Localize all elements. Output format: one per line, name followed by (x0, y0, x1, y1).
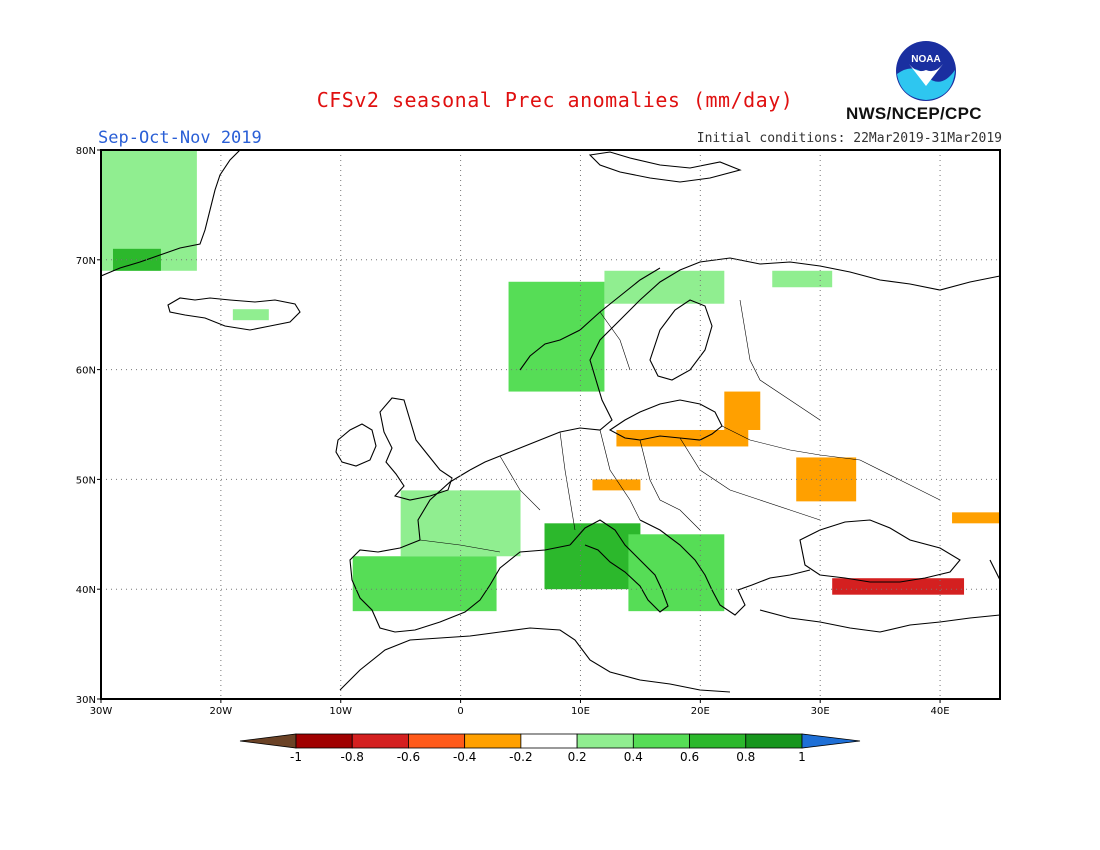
colorbar-arrow-high (801, 733, 861, 749)
colorbar-label: 1 (798, 750, 806, 764)
colorbar-label: 0.4 (624, 750, 643, 764)
noaa-logo-text: NOAA (911, 54, 940, 65)
initial-conditions-label: Initial conditions: 22Mar2019-31Mar2019 (696, 131, 1002, 146)
lat-tick-label: 50N (76, 475, 96, 486)
ireland-coast (335, 423, 377, 467)
colorbar-label: -0.2 (509, 750, 532, 764)
lon-tick-label: 10E (571, 706, 590, 717)
lat-tick-label: 30N (76, 695, 96, 706)
anomaly-patch (628, 534, 725, 612)
colorbar-box (632, 733, 690, 749)
lat-tick-label: 70N (76, 256, 96, 267)
anomaly-patch (232, 309, 269, 321)
coastline-layer (101, 150, 1000, 693)
anomaly-layer (101, 150, 1000, 612)
lon-tick-label: 10W (329, 706, 352, 717)
lon-tick-label: 30E (811, 706, 830, 717)
lon-tick-label: 0 (457, 706, 463, 717)
lon-tick-label: 30W (90, 706, 113, 717)
colorbar-box (520, 733, 578, 749)
anomaly-patch (508, 281, 605, 392)
turkey-coast (759, 609, 1000, 633)
colorbar-arrow-low (239, 733, 297, 749)
anomaly-patch (724, 391, 761, 430)
lat-tick-label: 80N (76, 146, 96, 157)
iceland-coast (167, 297, 301, 331)
britain-coast (379, 397, 453, 501)
colorbar-box (464, 733, 522, 749)
anomaly-patch (952, 512, 1000, 524)
anomaly-patch (592, 479, 641, 491)
border-layer (419, 299, 941, 553)
colorbar-label: -0.4 (453, 750, 476, 764)
biscay-coast (349, 469, 571, 633)
gridlines (101, 150, 1000, 699)
colorbar-label: 0.8 (736, 750, 755, 764)
agency-label: NWS/NCEP/CPC (846, 104, 982, 123)
caspian-coast (989, 559, 1000, 581)
black-sea-coast (799, 519, 961, 583)
colorbar-box (408, 733, 466, 749)
continent-coast (469, 257, 1000, 471)
lon-tick-label: 20E (691, 706, 710, 717)
lat-tick-label: 60N (76, 366, 96, 377)
gulf-bothnia (649, 299, 713, 381)
axis-ticks: 30W 20W 10W 0 10E 20E 30E 40E 30N 40N 50N 60N 70N 80N (76, 146, 950, 717)
colorbar-label: 0.6 (680, 750, 699, 764)
svalbard-coast (588, 151, 742, 183)
italy-coast (569, 519, 669, 613)
anomaly-patch (772, 270, 833, 288)
lon-tick-label: 40E (931, 706, 950, 717)
colorbar-box (295, 733, 353, 749)
colorbar-box (689, 733, 747, 749)
colorbar-box (576, 733, 634, 749)
colorbar-box (745, 733, 803, 749)
noaa-logo: NOAA (896, 41, 956, 101)
anomaly-patch (352, 556, 497, 612)
colorbar-label: -0.6 (397, 750, 420, 764)
north-africa-coast (339, 627, 731, 693)
colorbar-label: -0.8 (341, 750, 364, 764)
season-label: Sep-Oct-Nov 2019 (98, 128, 262, 148)
anomaly-patch (604, 270, 725, 304)
greenland-coast (101, 150, 241, 277)
anomaly-patch (544, 523, 641, 590)
map-frame (100, 149, 1001, 700)
balkans-coast (639, 519, 811, 616)
colorbar-label: 0.2 (568, 750, 587, 764)
anomaly-patch (832, 578, 965, 595)
colorbar-box (351, 733, 409, 749)
lat-tick-label: 40N (76, 585, 96, 596)
lon-tick-label: 20W (210, 706, 233, 717)
map-title: CFSv2 seasonal Prec anomalies (mm/day) (316, 88, 794, 112)
colorbar: -1 -0.8 -0.6 -0.4 -0.2 0.2 0.4 0.6 0.8 1 (239, 733, 861, 764)
colorbar-label: -1 (290, 750, 302, 764)
